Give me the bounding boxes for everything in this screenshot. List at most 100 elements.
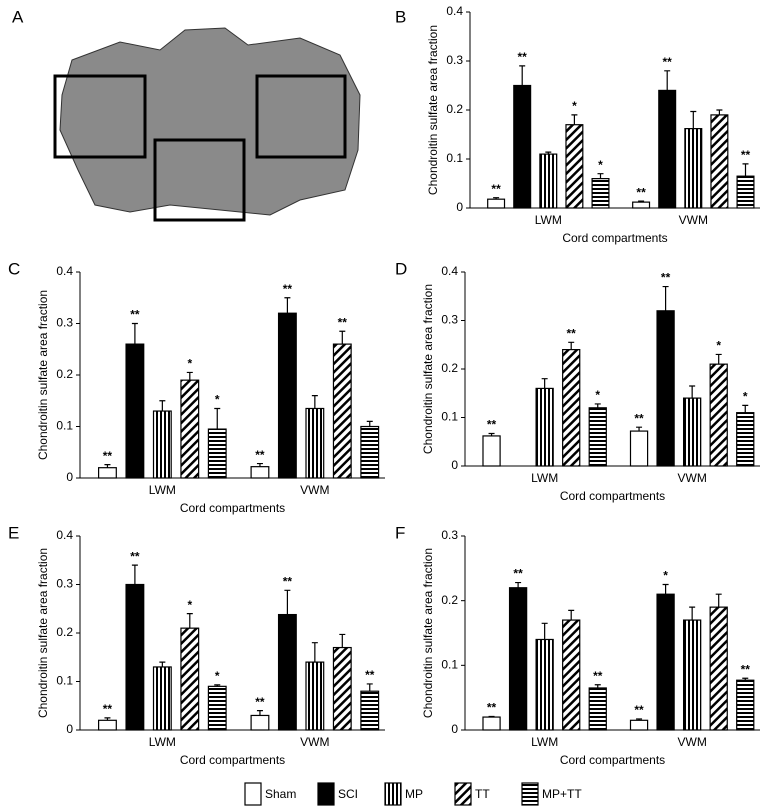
x-axis-title: Cord compartments: [560, 753, 665, 767]
error-bar: [568, 609, 575, 621]
bar: [360, 690, 380, 731]
significance: **: [487, 418, 497, 432]
y-tick-label: 0.4: [56, 528, 73, 542]
bar: [277, 312, 297, 479]
bar: [207, 428, 227, 479]
error-bar: [541, 622, 548, 640]
y-tick-label: 0.1: [446, 151, 463, 165]
x-axis-title: Cord compartments: [560, 489, 665, 503]
bar: [487, 198, 506, 209]
significance: **: [741, 662, 751, 676]
error-bar: [214, 407, 221, 430]
significance: **: [741, 148, 751, 162]
significance: **: [103, 702, 113, 716]
error-bar: [493, 197, 500, 200]
bar: [98, 719, 117, 731]
error-bar: [366, 420, 373, 427]
error-bar: [662, 583, 669, 595]
legend-swatch: [384, 782, 402, 806]
significance: **: [491, 182, 501, 196]
significance: *: [215, 669, 220, 683]
bar: [658, 89, 677, 209]
significance: **: [487, 701, 497, 715]
error-bar: [186, 613, 193, 629]
bar: [588, 687, 607, 731]
legend-swatch: [317, 782, 335, 806]
error-bar: [131, 322, 138, 345]
bar: [332, 343, 352, 479]
x-axis-title: Cord compartments: [562, 231, 667, 245]
bar: [710, 114, 729, 209]
error-bar: [594, 403, 601, 408]
error-bar: [339, 633, 346, 648]
panel-label: D: [395, 259, 407, 278]
bar: [656, 593, 675, 731]
bar: [513, 84, 532, 209]
error-bar: [214, 684, 221, 687]
error-bar: [716, 109, 723, 115]
x-axis-title: Cord compartments: [180, 501, 285, 515]
y-tick-label: 0.1: [441, 410, 458, 424]
y-tick-label: 0.3: [56, 316, 73, 330]
bar: [152, 666, 172, 731]
error-bar: [636, 426, 643, 432]
legend-label: MP+TT: [542, 787, 582, 801]
x-tick-label: VWM: [300, 483, 329, 497]
bar: [305, 661, 325, 731]
bar: [656, 310, 675, 467]
legend-label: MP: [405, 787, 423, 801]
x-tick-label: LWM: [535, 213, 562, 227]
roi-box: [153, 138, 246, 222]
bar: [508, 587, 528, 731]
error-bar: [256, 710, 263, 716]
x-tick-label: VWM: [679, 213, 708, 227]
x-tick-label: LWM: [149, 483, 176, 497]
error-bar: [597, 173, 604, 179]
y-tick-label: 0: [66, 470, 73, 484]
panel-label: B: [395, 7, 406, 26]
x-tick-label: LWM: [531, 735, 558, 749]
bar: [682, 619, 702, 731]
bar: [736, 175, 755, 209]
panel-label: A: [12, 7, 24, 26]
y-axis-title: Chondroitin sulfate area fraction: [421, 284, 435, 454]
bar: [98, 467, 117, 479]
x-tick-label: LWM: [531, 471, 558, 485]
bar: [125, 583, 145, 731]
error-bar: [742, 404, 749, 413]
error-bar: [568, 341, 575, 350]
error-bar: [690, 110, 697, 129]
error-bar: [311, 642, 318, 663]
bar: [591, 178, 610, 209]
significance: **: [567, 326, 577, 340]
significance: *: [743, 390, 748, 404]
bar: [629, 430, 649, 467]
x-axis-title: Cord compartments: [180, 753, 285, 767]
panel-label: F: [395, 523, 405, 542]
significance: *: [663, 569, 668, 583]
roi-box: [255, 74, 347, 159]
legend-swatch: [454, 782, 472, 806]
error-bar: [638, 200, 645, 203]
significance: **: [255, 695, 265, 709]
significance: **: [636, 185, 646, 199]
significance: **: [338, 315, 348, 329]
error-bar: [488, 715, 495, 718]
y-tick-label: 0.4: [441, 264, 458, 278]
significance: **: [255, 448, 265, 462]
y-tick-label: 0.4: [446, 4, 463, 18]
y-axis-title: Chondroitin sulfate area fraction: [36, 548, 50, 718]
error-bar: [159, 400, 166, 412]
bar: [588, 407, 607, 467]
legend-swatch: [244, 782, 262, 806]
error-bar: [311, 395, 318, 409]
y-tick-label: 0.2: [56, 625, 73, 639]
error-bar: [256, 462, 263, 467]
roi-box: [53, 74, 147, 159]
significance: *: [187, 598, 192, 612]
bar: [482, 716, 501, 731]
error-bar: [689, 385, 696, 399]
bar: [629, 719, 649, 731]
y-tick-label: 0.1: [56, 419, 73, 433]
bar: [736, 412, 755, 467]
